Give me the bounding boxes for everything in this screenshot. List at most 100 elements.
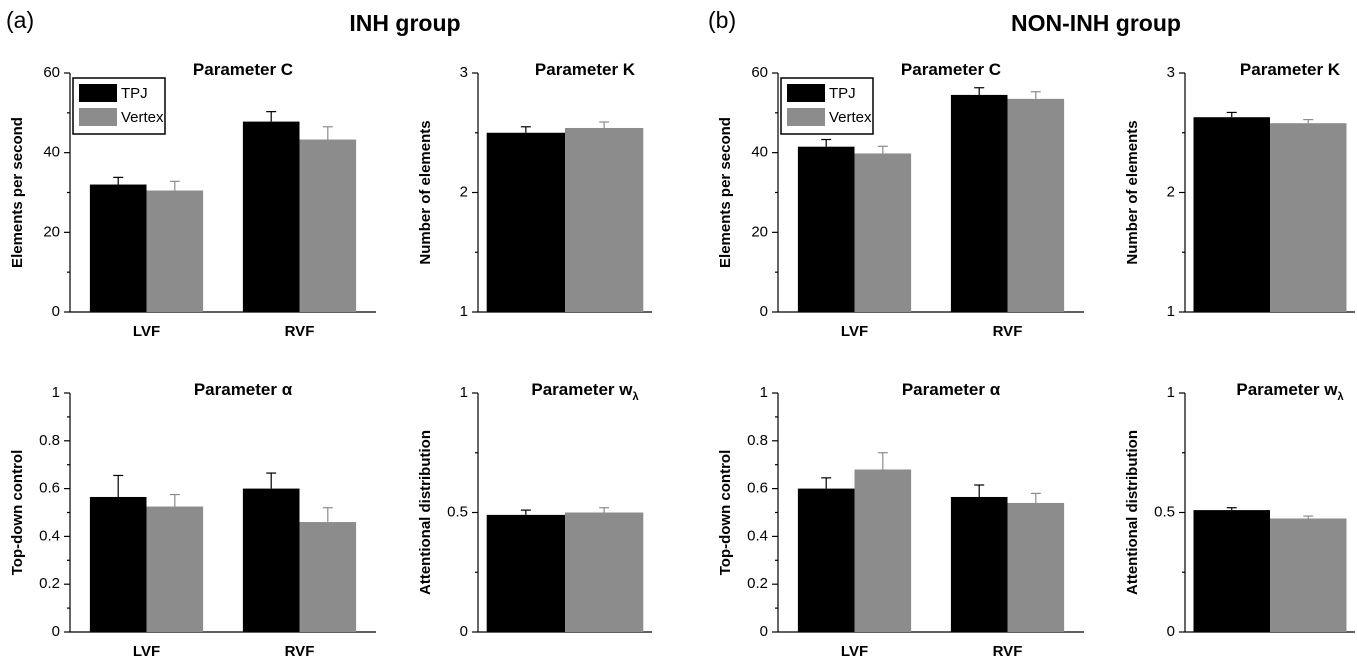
y-axis-label: Top-down control: [717, 450, 734, 576]
y-tick-label: 0: [52, 623, 60, 640]
error-bar: [1226, 111, 1237, 118]
y-axis-label: Elements per second: [717, 117, 734, 268]
x-tick-label: RVF: [993, 643, 1023, 660]
error-bar: [1303, 515, 1314, 519]
panel-label: (b): [708, 7, 736, 33]
bar: [797, 488, 855, 632]
legend-label: Vertex: [829, 109, 872, 126]
title-text: Parameter C: [193, 60, 293, 79]
title-text: Parameter K: [535, 60, 636, 79]
y-tick-label: 0.6: [747, 480, 768, 497]
error-bar: [322, 126, 333, 140]
y-tick-label: 0: [1167, 623, 1175, 640]
y-axis-label: Elements per second: [9, 117, 26, 268]
bar: [1270, 123, 1347, 312]
error-bar: [877, 145, 888, 154]
panel-title: NON-INH group: [1011, 10, 1181, 36]
x-tick-label: LVF: [841, 643, 868, 660]
bar: [565, 512, 644, 632]
y-axis-label: Attentional distribution: [417, 430, 434, 595]
error-bar: [974, 484, 985, 497]
error-bar: [113, 474, 124, 497]
y-tick-label: 0: [52, 303, 60, 320]
error-bar: [1303, 119, 1314, 124]
bar: [299, 139, 357, 312]
title-text: Parameter w: [1236, 380, 1338, 399]
y-tick-label: 0.4: [747, 527, 768, 544]
y-tick-label: 0.4: [39, 527, 60, 544]
x-tick-label: RVF: [285, 643, 315, 660]
legend-swatch: [787, 84, 825, 102]
chart-title: Parameter K: [535, 60, 636, 79]
error-bar: [877, 452, 888, 470]
legend-label: TPJ: [829, 85, 856, 102]
y-tick-label: 2: [460, 183, 468, 200]
error-bar: [599, 121, 610, 128]
chart-title: Parameter wλ: [531, 380, 638, 402]
bar: [1193, 510, 1270, 632]
y-tick-label: 0: [760, 303, 768, 320]
legend-swatch: [79, 108, 117, 126]
title-text: Parameter α: [902, 380, 1001, 399]
bar: [854, 469, 912, 632]
title-text: Parameter w: [531, 380, 633, 399]
error-bar: [1226, 507, 1237, 511]
error-bar: [169, 493, 180, 507]
error-bar: [821, 477, 832, 489]
y-tick-label: 60: [43, 64, 60, 81]
bar: [486, 132, 565, 312]
chart-title: Parameter α: [902, 380, 1001, 399]
legend-label: TPJ: [121, 85, 148, 102]
panel-title: INH group: [349, 10, 460, 36]
y-tick-label: 2: [1167, 183, 1175, 200]
bar: [242, 488, 300, 632]
error-bar: [113, 176, 124, 185]
bar: [486, 514, 565, 632]
y-tick-label: 60: [751, 64, 768, 81]
bar: [146, 190, 204, 312]
error-bar: [974, 87, 985, 95]
bar: [1007, 502, 1065, 632]
y-tick-label: 1: [760, 384, 768, 401]
y-tick-label: 0.5: [447, 503, 468, 520]
chart-title: Parameter α: [194, 380, 293, 399]
legend-swatch: [79, 84, 117, 102]
y-tick-label: 0: [460, 623, 468, 640]
bar: [797, 146, 855, 312]
y-tick-label: 20: [43, 223, 60, 240]
y-tick-label: 3: [1167, 64, 1175, 81]
error-bar: [520, 126, 531, 133]
title-text: Parameter C: [901, 60, 1001, 79]
error-bar: [266, 472, 277, 489]
title-text: Parameter α: [194, 380, 293, 399]
x-tick-label: RVF: [285, 323, 315, 340]
y-tick-label: 3: [460, 64, 468, 81]
y-tick-label: 1: [460, 384, 468, 401]
error-bar: [1030, 91, 1041, 99]
error-bar: [322, 507, 333, 523]
error-bar: [599, 507, 610, 513]
y-tick-label: 1: [1167, 384, 1175, 401]
bar: [89, 496, 147, 632]
x-tick-label: RVF: [993, 323, 1023, 340]
bar: [299, 522, 357, 632]
y-tick-label: 1: [1167, 303, 1175, 320]
title-text: Parameter K: [1240, 60, 1341, 79]
bar: [1193, 117, 1270, 312]
title-subscript: λ: [633, 391, 639, 403]
bar: [1007, 98, 1065, 313]
y-tick-label: 20: [751, 223, 768, 240]
title-subscript: λ: [1338, 391, 1344, 403]
y-axis-label: Top-down control: [9, 450, 26, 576]
bar: [950, 496, 1008, 632]
chart-title: Parameter K: [1240, 60, 1341, 79]
error-bar: [821, 138, 832, 147]
panel-label: (a): [6, 7, 34, 33]
y-tick-label: 0.2: [39, 575, 60, 592]
y-axis-label: Attentional distribution: [1124, 430, 1141, 595]
bar: [950, 94, 1008, 313]
bar: [1270, 518, 1347, 632]
x-tick-label: LVF: [841, 323, 868, 340]
y-tick-label: 0.2: [747, 575, 768, 592]
